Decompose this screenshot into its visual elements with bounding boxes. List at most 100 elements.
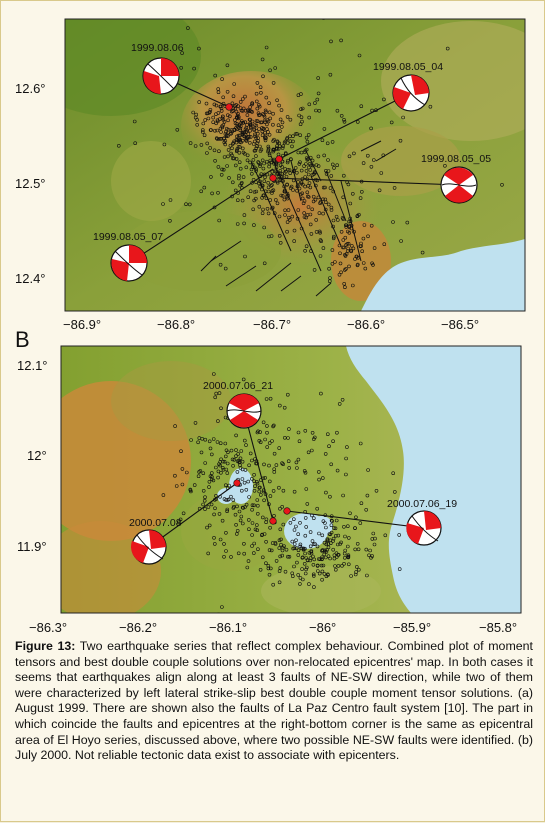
epicentre-dot	[266, 566, 271, 571]
epicentre-dot	[274, 162, 279, 166]
epicentre-dot	[215, 128, 219, 133]
epicentre-dot	[303, 470, 308, 475]
epicentre-dot	[317, 211, 322, 215]
epicentre-dot	[312, 268, 317, 272]
epicentre-dot	[322, 572, 327, 576]
epicentre-dot	[241, 175, 246, 179]
epicentre-dot	[242, 221, 246, 226]
epicentre-dot	[223, 441, 228, 446]
epicentre-dot	[332, 553, 337, 558]
epicentre-dot	[342, 120, 347, 124]
epicentre-dot	[277, 485, 281, 490]
epicentre-dot	[254, 189, 259, 194]
epicentre-dot	[243, 94, 247, 99]
epicentre-dot	[366, 468, 370, 472]
epicentre-dot	[358, 441, 363, 446]
epicentre-dot	[328, 494, 332, 499]
epicentre-dot	[338, 251, 342, 256]
epicentre-dot	[300, 191, 305, 196]
epicentre-dot	[317, 109, 322, 113]
epicentre-dot	[363, 266, 368, 271]
epicentre-dot	[267, 441, 272, 445]
epicentre-dot	[211, 120, 215, 124]
epicentre-dot	[271, 111, 275, 116]
epicentre-dot	[298, 576, 303, 580]
epicentre-dot	[326, 202, 331, 207]
epicentre-dot	[296, 553, 301, 557]
epicentre-dot	[320, 557, 324, 562]
map-b-terrain	[61, 346, 521, 613]
epicentre-dot	[323, 185, 327, 190]
epicentre-dot	[273, 66, 278, 70]
epicentre-dot	[195, 123, 199, 127]
epicentre-dot	[308, 168, 313, 172]
epicentre-dot	[217, 391, 222, 395]
epicentre-dot	[220, 167, 224, 172]
epicentre-dot	[254, 136, 258, 140]
epicentre-dot	[267, 133, 272, 137]
epicentre-dot	[179, 66, 183, 70]
epicentre-dot	[279, 125, 284, 129]
figure-caption-label: Figure 13:	[15, 639, 76, 653]
epicentre-dot	[294, 460, 299, 465]
epicentre-dot	[382, 97, 386, 102]
epicentre-dot	[212, 205, 217, 210]
epicentre-dot	[250, 521, 255, 525]
epicentre-dot	[263, 120, 267, 124]
epicentre-dot	[359, 501, 364, 506]
epicentre-dot	[319, 391, 323, 396]
epicentre-dot	[213, 159, 217, 163]
epicentre-dot	[269, 548, 274, 553]
epicentre-dot	[317, 229, 322, 234]
epicentre-dot	[302, 561, 307, 566]
epicentre-dot	[222, 155, 227, 159]
epicentre-dot	[315, 97, 320, 102]
epicentre-dot	[222, 136, 226, 140]
epicentre-dot	[193, 144, 198, 148]
epicentre-dot	[333, 533, 338, 538]
epicentre-dot	[268, 525, 272, 530]
epicentre-dot	[278, 117, 283, 122]
epicentre-dot	[372, 542, 377, 547]
epicentre-dot	[356, 567, 361, 572]
epicentre-dot	[313, 101, 317, 105]
epicentre-dot	[328, 556, 332, 561]
epicentre-dot	[339, 270, 343, 275]
epicentre-dot	[262, 161, 266, 166]
epicentre-dot	[231, 109, 235, 113]
epicentre-dot	[180, 482, 185, 487]
epicentre-dot	[267, 479, 272, 484]
map-a-event-markers	[225, 103, 283, 182]
epicentre-dot	[290, 214, 295, 219]
epicentre-dot	[320, 548, 324, 553]
epicentre-dot	[330, 261, 335, 266]
epicentre-dot	[500, 183, 504, 187]
epicentre-dot	[300, 567, 304, 571]
epicentre-dot	[241, 506, 245, 510]
epicentre-dot	[344, 456, 348, 461]
epicentre-dot	[261, 207, 265, 212]
epicentre-dot	[255, 81, 260, 85]
epicentre-dot	[234, 448, 238, 452]
epicentre-dot	[299, 107, 303, 111]
epicentre-dot	[272, 513, 276, 518]
epicentre-dot	[249, 135, 253, 139]
epicentre-dot	[304, 487, 309, 491]
epicentre-dot	[281, 545, 285, 550]
epicentre-dot	[344, 267, 348, 271]
epicentre-dot	[312, 557, 317, 562]
epicentre-dot	[278, 554, 283, 559]
epicentre-dot	[331, 439, 335, 444]
epicentre-dot	[202, 498, 207, 503]
epicentre-dot	[306, 450, 311, 455]
epicentre-dot	[255, 523, 259, 527]
epicentre-dot	[222, 542, 226, 546]
epicentre-dot	[211, 115, 215, 120]
epicentre-dot	[321, 519, 326, 524]
epicentre-dot	[206, 551, 210, 556]
epicentre-dot	[323, 197, 328, 202]
epicentre-dot	[358, 196, 363, 200]
epicentre-dot	[285, 160, 290, 165]
epicentre-dot	[271, 148, 275, 152]
epicentre-dot	[223, 142, 227, 147]
